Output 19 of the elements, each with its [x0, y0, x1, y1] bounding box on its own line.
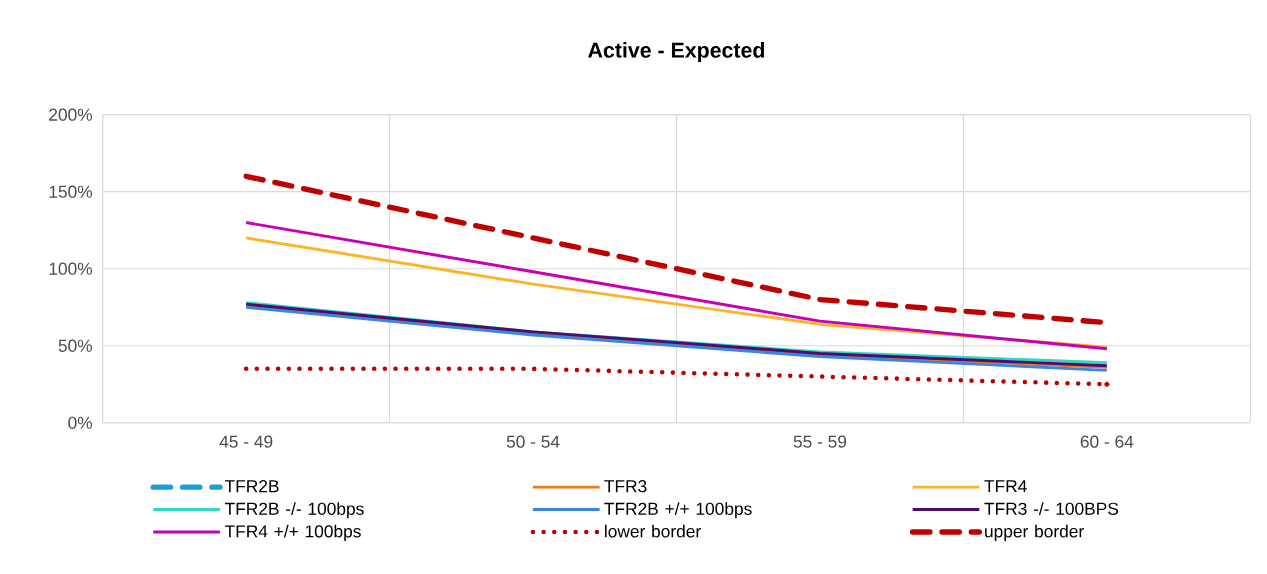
legend-label: TFR4 +/+ 100bps	[224, 524, 361, 541]
legend-label: lower border	[605, 524, 701, 538]
y-tick-label: 200%	[49, 108, 93, 121]
y-tick-label: 50%	[58, 339, 93, 352]
y-tick-label: 150%	[49, 185, 93, 198]
x-tick-label: 60 - 64	[1080, 435, 1134, 448]
x-tick-label: 55 - 59	[793, 435, 847, 448]
x-tick-label: 50 - 54	[506, 435, 560, 448]
y-tick-label: 100%	[49, 262, 93, 275]
legend-label: TFR4	[984, 480, 1027, 493]
legend-label: TFR2B -/- 100bps	[224, 502, 364, 519]
legend-label: upper border	[985, 524, 1084, 541]
chart-title: Active - Expected	[588, 42, 765, 62]
legend-label: TFR2B	[224, 480, 279, 493]
y-tick-label: 0%	[68, 416, 93, 429]
legend-label: TFR3	[604, 480, 647, 493]
legend-label: TFR2B +/+ 100bps	[604, 502, 752, 519]
legend-label: TFR3 -/- 100BPS	[984, 502, 1119, 515]
x-tick-label: 45 - 49	[219, 435, 273, 448]
